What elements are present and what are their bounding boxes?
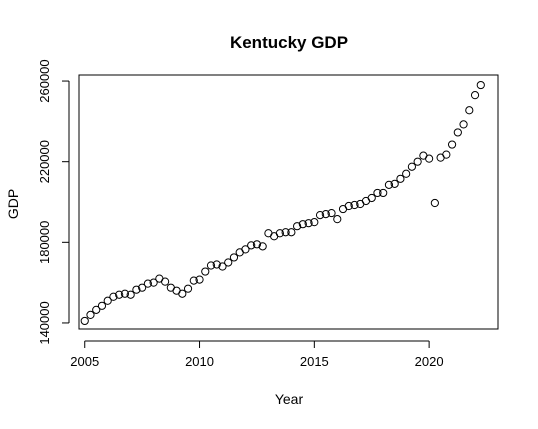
data-point (425, 154, 434, 163)
data-point (195, 275, 204, 284)
data-point (396, 174, 405, 183)
data-point (442, 150, 451, 159)
y-tick-label: 220000 (37, 140, 52, 183)
y-axis: 140000 180000 220000 260000 (37, 59, 70, 345)
data-point (470, 91, 480, 100)
data-point (379, 188, 388, 198)
data-point (103, 296, 112, 305)
x-axis-label: Year (275, 391, 304, 407)
data-point (293, 222, 302, 231)
data-point (447, 140, 457, 149)
data-point (115, 290, 124, 299)
data-point (315, 211, 325, 220)
data-point (120, 289, 130, 298)
data-point (413, 157, 422, 166)
data-point (373, 188, 382, 198)
data-point (459, 120, 468, 129)
data-point (252, 240, 262, 249)
chart-title: Kentucky GDP (230, 33, 348, 52)
x-tick-label: 2010 (185, 354, 214, 369)
data-point (390, 179, 399, 188)
y-tick-label: 140000 (37, 301, 52, 344)
data-point (109, 292, 118, 301)
data-point (402, 169, 411, 178)
data-point (149, 278, 158, 287)
x-tick-label: 2005 (70, 354, 99, 369)
data-point (333, 215, 342, 224)
y-tick-label: 180000 (37, 221, 52, 264)
data-point (86, 310, 95, 319)
data-point (132, 285, 141, 294)
x-axis: 2005 2010 2015 2020 (70, 340, 444, 369)
data-point (298, 220, 307, 229)
data-point (304, 219, 313, 228)
data-point (160, 277, 170, 286)
data-point (183, 284, 193, 293)
data-point (229, 253, 239, 262)
data-point (80, 316, 89, 326)
data-point (212, 260, 221, 269)
data-point (321, 209, 330, 219)
data-point (281, 228, 290, 237)
data-point (310, 218, 319, 227)
data-point (465, 106, 474, 115)
data-point (92, 305, 101, 314)
x-tick-label: 2020 (415, 354, 444, 369)
data-point (344, 201, 353, 211)
data-point (258, 242, 267, 251)
data-point (287, 228, 296, 237)
data-point (430, 198, 439, 208)
data-point (143, 279, 152, 288)
data-point (275, 229, 284, 238)
data-point (126, 290, 135, 299)
data-point (189, 276, 198, 285)
data-point (453, 128, 462, 137)
data-point (97, 301, 107, 310)
data-points (80, 80, 485, 326)
data-point (241, 245, 250, 254)
data-point (247, 241, 256, 250)
data-point (407, 162, 417, 171)
data-point (476, 80, 485, 90)
data-point (138, 283, 147, 292)
plot-frame (78, 74, 499, 330)
data-point (201, 267, 210, 276)
x-tick-label: 2015 (300, 354, 329, 369)
data-point (384, 180, 394, 189)
y-tick-label: 260000 (37, 59, 52, 102)
data-point (224, 258, 233, 267)
data-point (350, 200, 359, 210)
data-point (218, 262, 227, 271)
data-point (178, 289, 187, 298)
data-point (327, 208, 336, 218)
y-axis-label: GDP (5, 189, 21, 219)
data-point (367, 193, 376, 203)
data-point (206, 261, 216, 270)
